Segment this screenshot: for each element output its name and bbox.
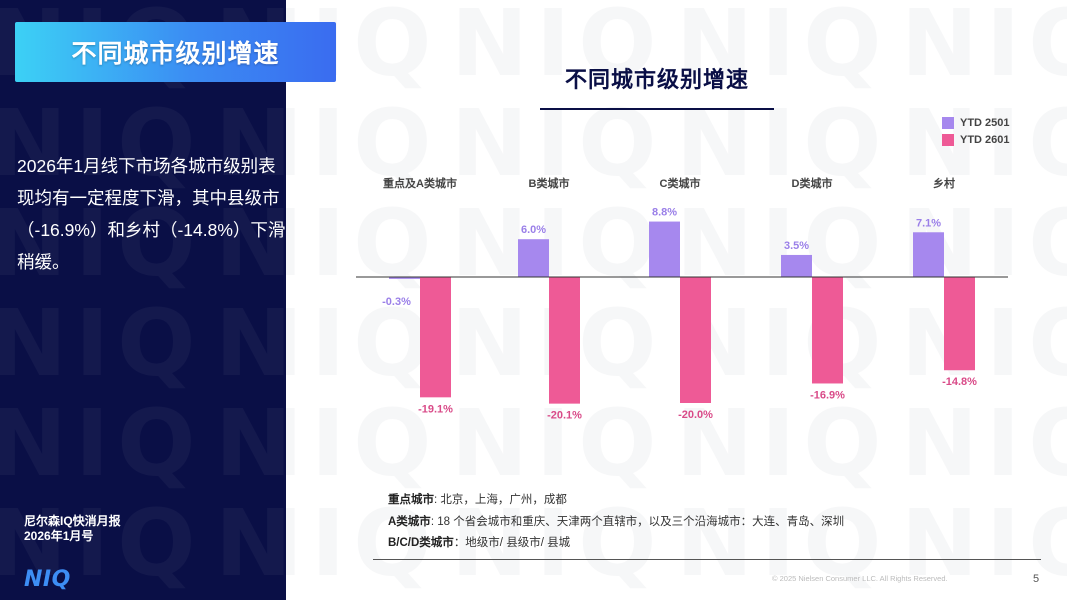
footnote-bcd-cities: B/C/D类城市：地级市/ 县级市/ 县城 bbox=[388, 537, 571, 549]
legend-label: YTD 2501 bbox=[960, 116, 1010, 129]
slide-title-badge: 不同城市级别增速 bbox=[15, 22, 336, 82]
bar-ytd-2501 bbox=[518, 239, 549, 277]
bar-ytd-2501 bbox=[913, 232, 944, 277]
bar-ytd-2501 bbox=[781, 254, 812, 277]
report-name: 尼尔森IQ快消月报 2026年1月号 bbox=[24, 514, 121, 544]
data-label: -0.3% bbox=[382, 296, 411, 308]
bar-ytd-2601 bbox=[680, 277, 711, 403]
bar-ytd-2601 bbox=[549, 277, 580, 404]
legend-label: YTD 2601 bbox=[960, 133, 1010, 146]
data-label: -14.8% bbox=[942, 376, 977, 388]
bar-ytd-2601 bbox=[812, 277, 843, 384]
niq-logo: NIQ bbox=[24, 567, 71, 592]
report-name-line1: 尼尔森IQ快消月报 bbox=[24, 514, 121, 528]
bar-ytd-2501 bbox=[389, 277, 420, 279]
data-label: -16.9% bbox=[810, 389, 845, 401]
footnote-a-cities: A类城市: 18 个省会城市和重庆、天津两个直辖市，以及三个沿海城市：大连、青岛… bbox=[388, 515, 845, 528]
summary-text: 2026年1月线下市场各城市级别表现均有一定程度下滑，其中县级市（-16.9%）… bbox=[17, 156, 286, 272]
category-label: D类城市 bbox=[792, 176, 833, 190]
data-label: 8.8% bbox=[652, 207, 677, 219]
category-label: 乡村 bbox=[933, 176, 955, 190]
legend-item-ytd-2501: YTD 2501 bbox=[942, 114, 1010, 131]
page-number: 5 bbox=[1033, 573, 1040, 585]
bar-ytd-2501 bbox=[649, 221, 680, 277]
data-label: -20.1% bbox=[547, 410, 582, 422]
chart-legend: YTD 2501 YTD 2601 bbox=[942, 114, 1010, 148]
footnotes: 重点城市: 北京，上海，广州，成都 A类城市: 18 个省会城市和重庆、天津两个… bbox=[388, 490, 844, 555]
chart-title: 不同城市级别增速 bbox=[564, 67, 749, 92]
slide-title: 不同城市级别增速 bbox=[71, 40, 280, 68]
bar-ytd-2601 bbox=[420, 277, 451, 398]
category-label: 重点及A类城市 bbox=[383, 176, 457, 190]
data-label: 3.5% bbox=[784, 240, 809, 252]
footnote-key-cities: 重点城市: 北京，上海，广州，成都 bbox=[388, 494, 567, 506]
legend-item-ytd-2601: YTD 2601 bbox=[942, 131, 1010, 148]
copyright-text: © 2025 Nielsen Consumer LLC. All Rights … bbox=[772, 574, 948, 583]
data-label: -20.0% bbox=[678, 409, 713, 421]
footer-divider bbox=[373, 559, 1041, 560]
report-name-line2: 2026年1月号 bbox=[24, 529, 94, 543]
bar-ytd-2601 bbox=[944, 277, 975, 371]
data-label: 6.0% bbox=[521, 224, 546, 236]
data-label: -19.1% bbox=[418, 403, 453, 415]
category-label: C类城市 bbox=[660, 176, 701, 190]
category-label: B类城市 bbox=[529, 176, 570, 190]
legend-swatch bbox=[942, 116, 954, 129]
legend-swatch bbox=[942, 133, 954, 146]
data-label: 7.1% bbox=[916, 217, 941, 229]
chart-title-underline bbox=[540, 108, 774, 110]
